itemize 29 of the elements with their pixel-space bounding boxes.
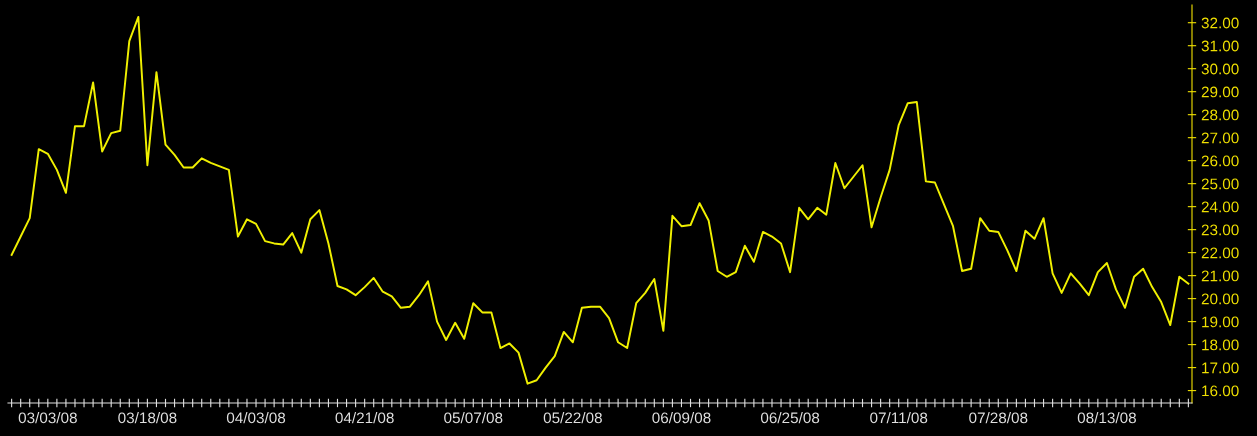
y-tick-label: 29.00 bbox=[1201, 86, 1239, 98]
x-tick-label: 05/07/08 bbox=[444, 412, 503, 424]
y-tick-label: 21.00 bbox=[1201, 270, 1239, 282]
y-tick-label: 22.00 bbox=[1201, 247, 1239, 259]
x-tick-label: 04/03/08 bbox=[226, 412, 286, 424]
x-tick-label: 08/13/08 bbox=[1077, 412, 1136, 424]
y-tick-label: 32.00 bbox=[1201, 17, 1239, 29]
y-tick-label: 20.00 bbox=[1201, 293, 1239, 305]
y-tick-label: 18.00 bbox=[1202, 339, 1239, 351]
line-series bbox=[10, 15, 1190, 385]
y-tick-label: 25.00 bbox=[1201, 178, 1239, 190]
x-tick-label: 07/11/08 bbox=[870, 412, 928, 424]
x-tick-label: 06/09/08 bbox=[652, 412, 711, 424]
x-tick-label: 06/25/08 bbox=[760, 412, 820, 424]
y-tick-label: 27.00 bbox=[1201, 132, 1239, 144]
x-tick-label: 03/03/08 bbox=[18, 412, 77, 424]
y-tick-label: 28.00 bbox=[1201, 109, 1239, 121]
x-tick-label: 05/22/08 bbox=[543, 412, 602, 424]
x-tick-label: 04/21/08 bbox=[335, 412, 394, 424]
y-tick-label: 23.00 bbox=[1201, 224, 1239, 236]
y-tick-label: 16.00 bbox=[1202, 385, 1239, 397]
y-tick-label: 17.00 bbox=[1202, 362, 1239, 374]
x-tick-label: 07/28/08 bbox=[969, 412, 1028, 424]
y-tick-label: 24.00 bbox=[1201, 201, 1239, 213]
y-tick-label: 26.00 bbox=[1201, 155, 1239, 167]
y-tick-label: 30.00 bbox=[1201, 63, 1239, 75]
y-tick-label: 19.00 bbox=[1202, 316, 1239, 328]
y-tick-label: 31.00 bbox=[1201, 40, 1239, 52]
x-tick-label: 03/18/08 bbox=[118, 412, 177, 424]
